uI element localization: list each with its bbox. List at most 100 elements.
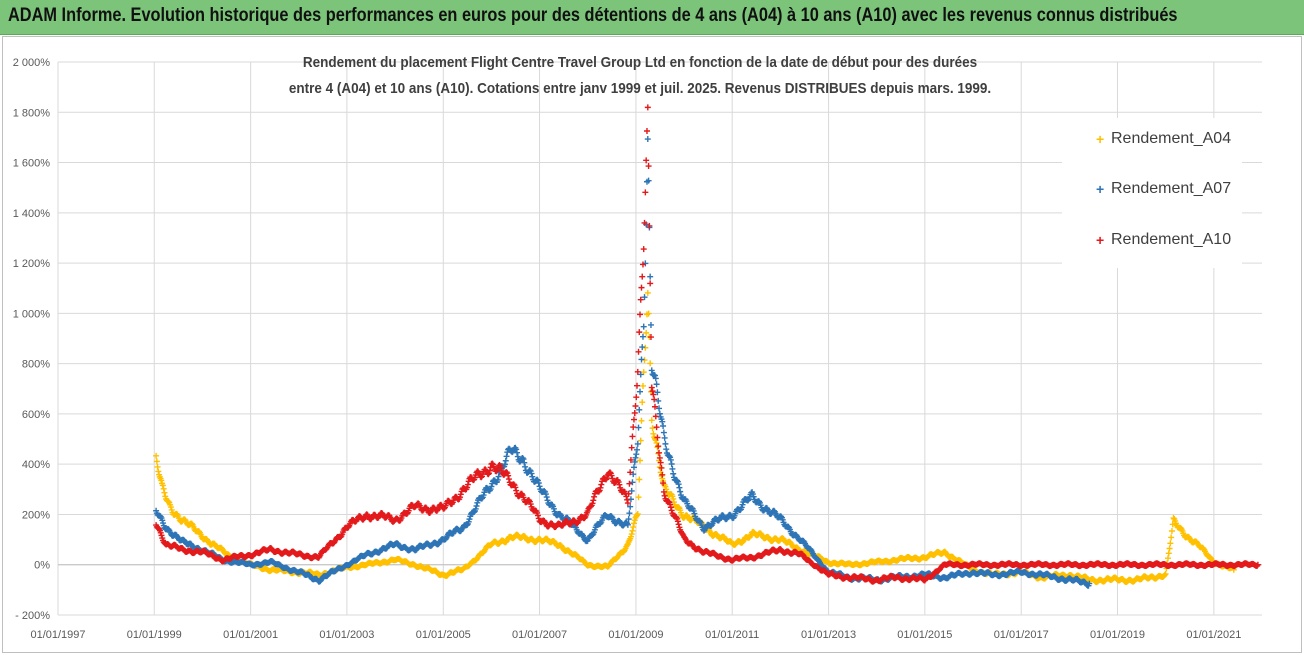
- point-Rendement_A07: [520, 456, 527, 463]
- point-Rendement_A10: [634, 368, 641, 375]
- y-tick-label: 1 000%: [13, 308, 51, 320]
- point-Rendement_A04: [634, 510, 641, 517]
- point-Rendement_A04: [159, 482, 166, 489]
- point-Rendement_A07: [634, 440, 641, 447]
- point-Rendement_A07: [749, 491, 756, 498]
- point-Rendement_A07: [479, 495, 486, 502]
- y-tick-label: 200%: [22, 509, 50, 521]
- point-Rendement_A07: [466, 516, 473, 523]
- point-Rendement_A07: [503, 453, 510, 460]
- point-Rendement_A10: [637, 296, 644, 303]
- point-Rendement_A04: [639, 382, 646, 389]
- point-Rendement_A04: [1164, 555, 1171, 562]
- point-Rendement_A07: [534, 476, 541, 483]
- chart-legend: + Rendement_A04 + Rendement_A07 + Rendem…: [1062, 118, 1242, 268]
- point-Rendement_A10: [654, 434, 661, 441]
- x-tick-label: 01/01/2001: [223, 629, 278, 641]
- point-Rendement_A10: [590, 497, 597, 504]
- point-Rendement_A07: [674, 477, 681, 484]
- point-Rendement_A10: [464, 481, 471, 488]
- point-Rendement_A07: [488, 483, 495, 490]
- x-tick-label: 01/01/2003: [319, 629, 374, 641]
- point-Rendement_A07: [630, 464, 637, 471]
- point-Rendement_A10: [656, 454, 663, 461]
- point-Rendement_A07: [655, 397, 662, 404]
- x-tick-label: 01/01/2015: [897, 629, 952, 641]
- point-Rendement_A07: [641, 294, 648, 301]
- point-Rendement_A10: [640, 246, 647, 253]
- point-Rendement_A04: [153, 458, 160, 465]
- point-Rendement_A04: [655, 450, 662, 457]
- point-Rendement_A07: [637, 388, 644, 395]
- point-Rendement_A07: [529, 473, 536, 480]
- point-Rendement_A10: [591, 493, 598, 500]
- y-tick-label: 0%: [34, 560, 50, 572]
- legend-marker-a04: +: [1096, 131, 1105, 147]
- point-Rendement_A07: [653, 381, 660, 388]
- point-Rendement_A07: [474, 499, 481, 506]
- point-Rendement_A10: [657, 459, 664, 466]
- point-Rendement_A04: [643, 329, 650, 336]
- point-Rendement_A07: [656, 405, 663, 412]
- point-Rendement_A10: [510, 481, 517, 488]
- x-tick-label: 01/01/2017: [994, 629, 1049, 641]
- point-Rendement_A07: [514, 453, 521, 460]
- point-Rendement_A07: [632, 454, 639, 461]
- point-Rendement_A04: [188, 520, 195, 527]
- point-Rendement_A10: [649, 388, 656, 395]
- point-Rendement_A07: [636, 406, 643, 413]
- x-tick-label: 01/01/2019: [1090, 629, 1145, 641]
- point-Rendement_A07: [662, 440, 669, 447]
- series-Rendement_A07: [153, 136, 1093, 589]
- point-Rendement_A07: [654, 389, 661, 396]
- point-Rendement_A07: [663, 446, 670, 453]
- point-Rendement_A10: [632, 402, 639, 409]
- y-tick-label: 400%: [22, 459, 50, 471]
- x-tick-label: 01/01/2011: [705, 629, 759, 641]
- point-Rendement_A10: [627, 456, 634, 463]
- point-Rendement_A04: [167, 504, 174, 511]
- point-Rendement_A10: [486, 467, 493, 474]
- point-Rendement_A10: [636, 329, 643, 336]
- point-Rendement_A07: [521, 459, 528, 466]
- point-Rendement_A04: [155, 468, 162, 475]
- point-Rendement_A10: [608, 472, 615, 479]
- point-Rendement_A07: [624, 521, 631, 528]
- point-Rendement_A10: [485, 471, 492, 478]
- point-Rendement_A07: [647, 273, 654, 280]
- point-Rendement_A04: [1168, 527, 1175, 534]
- point-Rendement_A07: [626, 510, 633, 517]
- point-Rendement_A10: [661, 492, 668, 499]
- x-tick-label: 01/01/2005: [416, 629, 471, 641]
- point-Rendement_A07: [519, 454, 526, 461]
- point-Rendement_A07: [633, 451, 640, 458]
- point-Rendement_A04: [1169, 521, 1176, 528]
- chart-title-line1: Rendement du placement Flight Centre Tra…: [302, 54, 978, 71]
- point-Rendement_A10: [655, 443, 662, 450]
- point-Rendement_A10: [647, 280, 654, 287]
- point-Rendement_A10: [589, 500, 596, 507]
- point-Rendement_A07: [557, 511, 564, 518]
- legend-marker-a10: +: [1096, 232, 1105, 248]
- point-Rendement_A04: [158, 477, 165, 484]
- point-Rendement_A10: [505, 472, 512, 479]
- point-Rendement_A10: [615, 478, 622, 485]
- point-Rendement_A07: [676, 484, 683, 491]
- point-Rendement_A10: [645, 163, 652, 170]
- point-Rendement_A07: [550, 505, 557, 512]
- point-Rendement_A10: [634, 382, 641, 389]
- point-Rendement_A10: [624, 496, 631, 503]
- legend-label-a07: Rendement_A07: [1111, 180, 1232, 197]
- point-Rendement_A07: [480, 492, 487, 499]
- point-Rendement_A04: [629, 527, 636, 534]
- legend-label-a04: Rendement_A04: [1111, 130, 1232, 147]
- point-Rendement_A07: [522, 463, 529, 470]
- point-Rendement_A10: [626, 480, 633, 487]
- point-Rendement_A07: [513, 446, 520, 453]
- point-Rendement_A10: [652, 413, 659, 420]
- point-Rendement_A04: [630, 520, 637, 527]
- point-Rendement_A10: [595, 488, 602, 495]
- point-Rendement_A07: [644, 136, 651, 143]
- point-Rendement_A07: [536, 483, 543, 490]
- point-Rendement_A10: [631, 409, 638, 416]
